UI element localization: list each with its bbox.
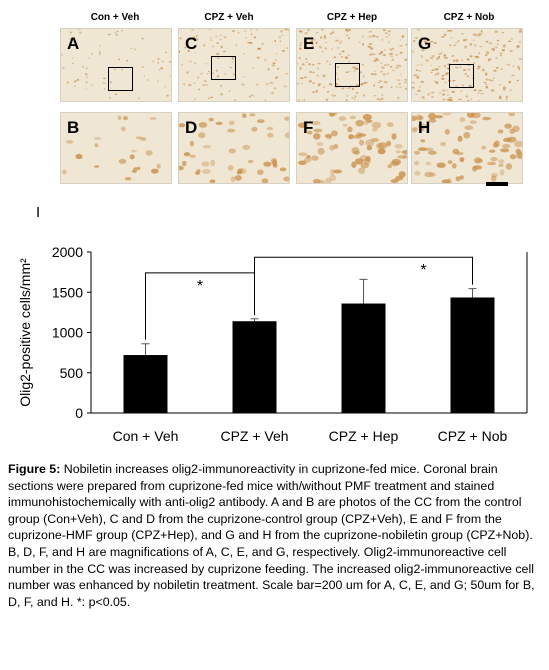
figure-caption: Figure 5: Nobiletin increases olig2-immu… bbox=[8, 461, 540, 610]
panel-letter-g: G bbox=[418, 34, 432, 53]
tissue-texture bbox=[412, 29, 522, 101]
panel-letter-h: H bbox=[418, 118, 431, 137]
micrograph-a: A bbox=[60, 28, 172, 102]
y-tick-label: 2000 bbox=[52, 244, 83, 260]
panel-letter-a: A bbox=[67, 34, 80, 53]
x-category-label: CPZ + Nob bbox=[438, 428, 508, 444]
significance-bracket bbox=[254, 256, 473, 315]
y-axis-label: Olig2-positive cells/mm² bbox=[17, 258, 33, 407]
y-tick-label: 0 bbox=[75, 405, 83, 421]
micrograph-b: B bbox=[60, 112, 172, 184]
panel-letter-b: B bbox=[67, 118, 80, 137]
micrograph-d: D bbox=[178, 112, 290, 184]
x-category-label: Con + Veh bbox=[113, 428, 179, 444]
micrograph-c: C bbox=[178, 28, 290, 102]
y-tick-label: 1500 bbox=[52, 284, 83, 300]
tissue-texture bbox=[179, 113, 289, 183]
x-category-label: CPZ + Veh bbox=[220, 428, 288, 444]
tissue-texture bbox=[297, 29, 407, 101]
y-tick-label: 1000 bbox=[52, 325, 83, 341]
roi-box-e bbox=[335, 63, 360, 87]
x-category-label: CPZ + Hep bbox=[329, 428, 399, 444]
panel-letter-f: F bbox=[303, 118, 314, 137]
significance-label: * bbox=[197, 278, 203, 295]
tissue-texture bbox=[179, 29, 289, 101]
column-header-cpz-hep: CPZ + Hep bbox=[326, 12, 378, 23]
micrograph-g: G bbox=[411, 28, 523, 102]
tissue-texture bbox=[61, 113, 171, 183]
tissue-texture bbox=[297, 113, 407, 183]
tissue-texture bbox=[412, 113, 522, 183]
micrograph-e: E bbox=[296, 28, 408, 102]
bar bbox=[232, 321, 277, 413]
panel-letter-e: E bbox=[303, 34, 315, 53]
column-header-cpz-nob: CPZ + Nob bbox=[443, 12, 495, 23]
scale-bar bbox=[486, 182, 508, 186]
panel-letter-d: D bbox=[185, 118, 198, 137]
column-header-cpz-veh: CPZ + Veh bbox=[204, 12, 254, 23]
roi-box-g bbox=[449, 64, 474, 88]
micrograph-h: H bbox=[411, 112, 523, 184]
significance-label: * bbox=[420, 262, 426, 279]
tissue-texture bbox=[61, 29, 171, 101]
bar bbox=[123, 355, 168, 413]
caption-label: Figure 5: bbox=[8, 462, 61, 476]
roi-box-c bbox=[211, 56, 236, 80]
bar bbox=[450, 297, 495, 413]
panel-letter-c: C bbox=[185, 34, 198, 53]
micrograph-f: F bbox=[296, 112, 408, 184]
olig2-bar-chart: 0 500 1000 1500 2000 Olig2-positive cells/mm²… bbox=[17, 244, 528, 444]
column-header-con-veh: Con + Veh bbox=[90, 12, 140, 23]
bar bbox=[341, 303, 386, 413]
caption-text: Nobiletin increases olig2-immunoreactivi… bbox=[8, 462, 535, 609]
y-tick-label: 500 bbox=[60, 365, 84, 381]
panel-label-i: I bbox=[36, 204, 41, 221]
roi-box-a bbox=[108, 67, 133, 91]
